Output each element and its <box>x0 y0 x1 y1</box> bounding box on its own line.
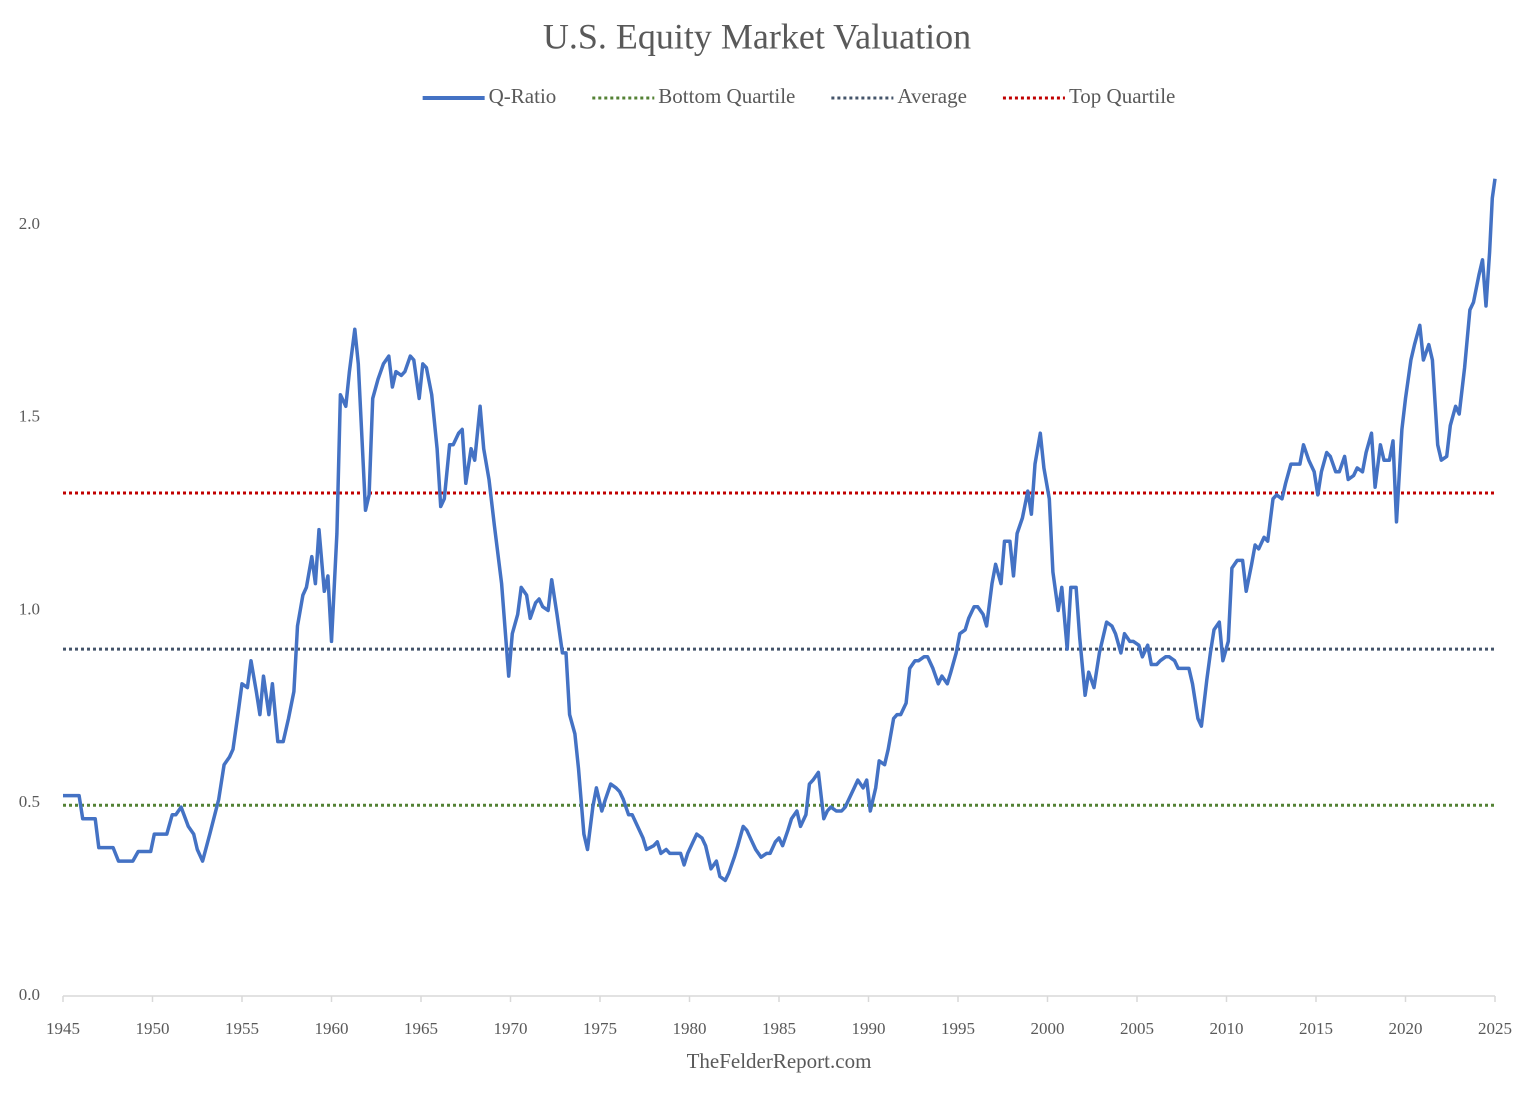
x-tick-label: 1975 <box>583 1019 617 1038</box>
y-tick-label: 0.5 <box>19 792 40 811</box>
x-tick-label: 2010 <box>1210 1019 1244 1038</box>
x-tick-label: 2015 <box>1299 1019 1333 1038</box>
y-tick-label: 1.0 <box>19 599 40 618</box>
legend-label: Bottom Quartile <box>658 84 795 108</box>
x-tick-label: 1950 <box>136 1019 170 1038</box>
legend-label: Q-Ratio <box>489 84 557 108</box>
x-tick-label: 1995 <box>941 1019 975 1038</box>
y-tick-label: 0.0 <box>19 985 40 1004</box>
legend-label: Top Quartile <box>1069 84 1175 108</box>
x-tick-label: 2025 <box>1478 1019 1512 1038</box>
legend-label: Average <box>897 84 967 108</box>
chart-title: U.S. Equity Market Valuation <box>543 16 971 56</box>
x-tick-label: 2000 <box>1031 1019 1065 1038</box>
x-tick-label: 1980 <box>673 1019 707 1038</box>
x-tick-label: 2020 <box>1389 1019 1423 1038</box>
x-tick-label: 1945 <box>46 1019 80 1038</box>
x-tick-label: 2005 <box>1120 1019 1154 1038</box>
source: TheFelderReport.com <box>687 1049 872 1073</box>
x-tick-label: 1970 <box>494 1019 528 1038</box>
y-tick-label: 2.0 <box>19 214 40 233</box>
x-tick-label: 1985 <box>762 1019 796 1038</box>
data-line <box>63 178 1497 883</box>
x-tick-label: 1990 <box>852 1019 886 1038</box>
x-tick-label: 1955 <box>225 1019 259 1038</box>
x-tick-label: 1965 <box>404 1019 438 1038</box>
y-tick-label: 1.5 <box>19 407 40 426</box>
x-tick-label: 1960 <box>315 1019 349 1038</box>
